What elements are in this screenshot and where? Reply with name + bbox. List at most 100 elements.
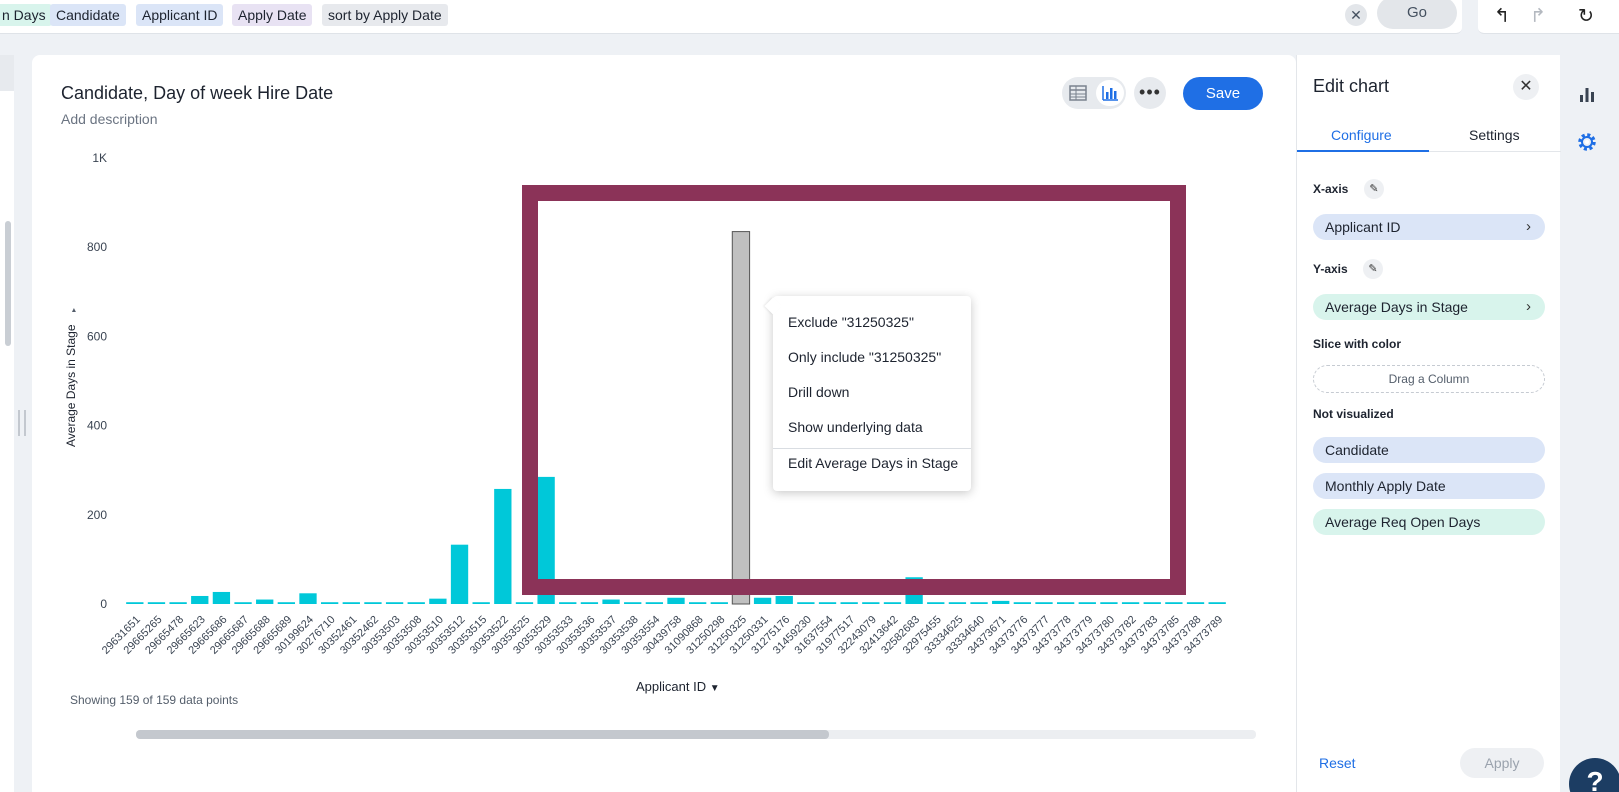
- bar[interactable]: [992, 600, 1010, 604]
- bar[interactable]: [1165, 602, 1183, 604]
- bar[interactable]: [1056, 602, 1075, 604]
- reset-button[interactable]: Reset: [1319, 755, 1356, 771]
- bar[interactable]: [818, 602, 837, 604]
- tab-configure[interactable]: Configure: [1331, 127, 1392, 143]
- y-axis-title[interactable]: Average Days in Stage: [64, 324, 78, 447]
- undo-icon[interactable]: ↰: [1494, 6, 1510, 27]
- bar[interactable]: [927, 602, 945, 604]
- menu-item-only-include[interactable]: Only include "31250325": [788, 349, 942, 365]
- bar[interactable]: [364, 602, 382, 604]
- bar[interactable]: [1186, 602, 1205, 604]
- bar[interactable]: [407, 602, 425, 604]
- bar[interactable]: [559, 602, 577, 604]
- bar[interactable]: [840, 602, 858, 604]
- bar[interactable]: [667, 597, 685, 604]
- edit-y-axis-button[interactable]: ✎: [1363, 259, 1383, 279]
- bar[interactable]: [624, 602, 642, 604]
- close-panel-button[interactable]: ✕: [1513, 74, 1539, 100]
- clear-search-button[interactable]: ✕: [1345, 4, 1367, 26]
- bar[interactable]: [342, 602, 360, 604]
- bar[interactable]: [688, 602, 707, 604]
- bar[interactable]: [450, 544, 469, 604]
- bar[interactable]: [883, 602, 902, 604]
- bar[interactable]: [580, 602, 599, 604]
- chart-description[interactable]: Add description: [61, 111, 158, 127]
- bar[interactable]: [320, 602, 339, 604]
- x-axis-title[interactable]: Applicant ID ▼: [636, 679, 720, 694]
- drag-column-dropzone[interactable]: Drag a Column: [1313, 365, 1545, 393]
- help-button[interactable]: ?: [1569, 758, 1619, 792]
- bar[interactable]: [1100, 602, 1118, 604]
- not-visualized-monthly-apply-date[interactable]: Monthly Apply Date: [1313, 473, 1545, 499]
- tab-settings[interactable]: Settings: [1469, 127, 1520, 143]
- chart-scrollbar-thumb[interactable]: [136, 730, 829, 739]
- more-options-button[interactable]: •••: [1134, 77, 1166, 109]
- bar[interactable]: [1013, 602, 1032, 604]
- search-token-candidate[interactable]: Candidate: [50, 4, 126, 26]
- bar[interactable]: [256, 599, 274, 604]
- y-axis-sort-icon[interactable]: ▸: [69, 308, 78, 312]
- apply-button[interactable]: Apply: [1460, 748, 1544, 778]
- search-bar[interactable]: n Days Candidate Applicant ID Apply Date…: [0, 0, 1462, 34]
- y-axis-column-pill[interactable]: Average Days in Stage ›: [1313, 294, 1545, 320]
- bar[interactable]: [515, 602, 534, 604]
- bar[interactable]: [385, 602, 404, 604]
- bar[interactable]: [1121, 602, 1140, 604]
- edit-chart-panel: Edit chart ✕ Configure Settings X-axis ✎…: [1296, 55, 1561, 792]
- bar[interactable]: [234, 602, 252, 604]
- bar[interactable]: [775, 595, 793, 604]
- bar[interactable]: [1035, 602, 1053, 604]
- bar[interactable]: [797, 602, 815, 604]
- bar[interactable]: [147, 602, 166, 604]
- bar[interactable]: [710, 602, 728, 604]
- search-token-applicant-id[interactable]: Applicant ID: [136, 4, 224, 26]
- bar[interactable]: [970, 602, 988, 604]
- menu-item-drill-down[interactable]: Drill down: [788, 384, 850, 400]
- x-axis-column-pill[interactable]: Applicant ID ›: [1313, 214, 1545, 240]
- reset-icon[interactable]: ↻: [1578, 6, 1594, 27]
- bar[interactable]: [1143, 602, 1161, 604]
- bar[interactable]: [1078, 602, 1096, 604]
- settings-button[interactable]: [1572, 127, 1602, 157]
- bar-selected[interactable]: [731, 231, 751, 605]
- edit-x-axis-button[interactable]: ✎: [1364, 179, 1384, 199]
- bar-chart[interactable]: 2963165129665265296654782966562329665686…: [32, 55, 1296, 792]
- bar[interactable]: [494, 488, 512, 604]
- bar[interactable]: [299, 593, 317, 604]
- bar[interactable]: [212, 591, 231, 604]
- bar[interactable]: [191, 595, 209, 604]
- search-token-apply-date[interactable]: Apply Date: [232, 4, 313, 26]
- bar[interactable]: [645, 602, 664, 604]
- save-button[interactable]: Save: [1183, 77, 1263, 110]
- table-view-button[interactable]: [1068, 83, 1088, 103]
- go-button[interactable]: Go: [1377, 0, 1457, 29]
- bar[interactable]: [472, 602, 490, 604]
- search-token-measure[interactable]: n Days: [0, 4, 52, 26]
- chart-view-button[interactable]: [1096, 80, 1124, 106]
- bar[interactable]: [537, 476, 555, 604]
- bar[interactable]: [126, 602, 144, 604]
- highlight-overlay-frame: [522, 185, 1186, 595]
- bar[interactable]: [1208, 602, 1226, 604]
- left-panel-tab[interactable]: [0, 55, 14, 91]
- redo-icon[interactable]: ↱: [1530, 6, 1546, 27]
- menu-item-edit-measure[interactable]: Edit Average Days in Stage: [788, 455, 959, 471]
- bar[interactable]: [948, 602, 967, 604]
- chart-scrollbar[interactable]: [136, 730, 1256, 739]
- bar[interactable]: [753, 597, 772, 604]
- left-scrollbar[interactable]: [5, 221, 11, 346]
- menu-item-show-underlying-data[interactable]: Show underlying data: [788, 419, 923, 435]
- bar[interactable]: [602, 599, 620, 604]
- menu-item-exclude[interactable]: Exclude "31250325": [788, 314, 914, 330]
- left-panel-edge: [0, 55, 14, 792]
- not-visualized-candidate[interactable]: Candidate: [1313, 437, 1545, 463]
- panel-resize-handle[interactable]: [18, 410, 26, 436]
- bar[interactable]: [862, 602, 880, 604]
- chart-config-button[interactable]: [1572, 79, 1602, 109]
- not-visualized-average-req-open-days[interactable]: Average Req Open Days: [1313, 509, 1545, 535]
- bar[interactable]: [277, 602, 296, 604]
- bar[interactable]: [169, 602, 187, 604]
- bar[interactable]: [429, 598, 447, 604]
- search-token-sort[interactable]: sort by Apply Date: [322, 4, 448, 26]
- chart-title[interactable]: Candidate, Day of week Hire Date: [61, 83, 334, 103]
